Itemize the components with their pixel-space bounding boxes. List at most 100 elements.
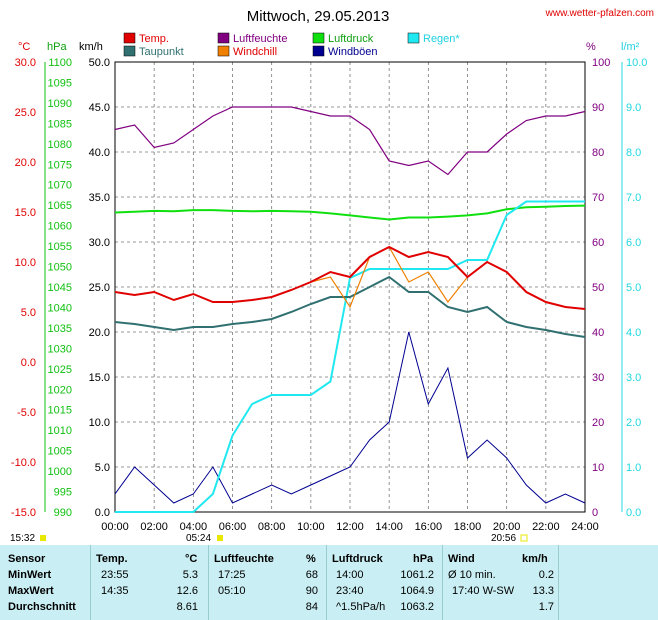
website-link[interactable]: www.wetter-pfalzen.com (545, 8, 654, 19)
tick-label-celsius: -10.0 (11, 457, 36, 469)
tick-label-celsius: 30.0 (15, 57, 36, 69)
tick-label-lm2: 4.0 (626, 327, 641, 339)
wind-value: 0.2 (538, 569, 554, 581)
legend-item-temp: Temp. (123, 32, 169, 45)
tick-label-kmh: 30.0 (89, 237, 110, 249)
header-hum: Luftfeuchte (214, 553, 274, 565)
legend-label-windchill: Windchill (233, 46, 277, 58)
table-divider (208, 545, 209, 620)
legend-item-luftfeuchte: Luftfeuchte (217, 32, 287, 45)
tick-label-kmh: 20.0 (89, 327, 110, 339)
temp-value: 8.61 (176, 601, 198, 613)
tick-label-percent: 70 (592, 192, 604, 204)
tick-label-hpa: 1035 (48, 323, 72, 335)
legend-label-taupunkt: Taupunkt (139, 46, 184, 58)
header-wind: Wind (448, 553, 475, 565)
axis-ticks: 30.0 25.0 20.0 15.0 10.0 5.0 0.0 -5.0 -10.0 -15.0… (11, 57, 648, 533)
tick-label-kmh: 25.0 (89, 282, 110, 294)
table-header-row: Sensor Temp. °C Luftfeuchte % Luftdruck … (0, 553, 658, 568)
tick-label-percent: 100 (592, 57, 610, 69)
legend-label-luftdruck: Luftdruck (328, 33, 374, 45)
tick-label-hpa: 995 (54, 487, 72, 499)
row-label: MinWert (8, 569, 52, 581)
table-divider (558, 545, 559, 620)
chart-title: Mittwoch, 29.05.2013 (247, 8, 390, 25)
tick-label-hpa: 1055 (48, 241, 72, 253)
sunset-time: 20:56 (491, 533, 516, 544)
tick-label-hpa: 1085 (48, 118, 72, 130)
tick-label-kmh: 35.0 (89, 192, 110, 204)
tick-label-percent: 60 (592, 237, 604, 249)
tick-label-celsius: 10.0 (15, 257, 36, 269)
tick-label-celsius: 0.0 (21, 357, 36, 369)
tick-label-celsius: 25.0 (15, 107, 36, 119)
tick-label-hpa: 1025 (48, 364, 72, 376)
header-sensor: Sensor (8, 553, 46, 565)
grid (115, 62, 585, 512)
tick-label-time: 16:00 (415, 521, 443, 533)
tick-label-hpa: 1000 (48, 466, 72, 478)
temp-value: 12.6 (176, 585, 198, 597)
tick-label-percent: 40 (592, 327, 604, 339)
tick-label-time: 08:00 (258, 521, 286, 533)
temp-time: 23:55 (101, 569, 129, 581)
press-time: ^1.5hPa/h (336, 601, 386, 613)
tick-label-celsius: 15.0 (15, 207, 36, 219)
unit-percent: % (586, 41, 596, 53)
stats-table: Sensor Temp. °C Luftfeuchte % Luftdruck … (0, 545, 658, 620)
tick-label-kmh: 40.0 (89, 147, 110, 159)
header-temp: Temp. (96, 553, 128, 565)
tick-label-percent: 10 (592, 462, 604, 474)
hum-value: 84 (305, 601, 318, 613)
hum-time: 17:25 (218, 569, 246, 581)
tick-label-time: 00:00 (101, 521, 129, 533)
tick-label-kmh: 5.0 (95, 462, 110, 474)
tick-label-lm2: 9.0 (626, 102, 641, 114)
legend-label-luftfeuchte: Luftfeuchte (233, 33, 287, 45)
tick-label-lm2: 3.0 (626, 372, 641, 384)
tick-label-celsius: -15.0 (11, 507, 36, 519)
row-label: Durchschnitt (8, 601, 76, 613)
weather-chart: Mittwoch, 29.05.2013 www.wetter-pfalzen.… (10, 8, 654, 544)
press-time: 14:00 (336, 569, 364, 581)
tick-label-lm2: 5.0 (626, 282, 641, 294)
tick-label-percent: 80 (592, 147, 604, 159)
tick-label-time: 18:00 (454, 521, 482, 533)
tick-label-percent: 0 (592, 507, 598, 519)
press-value: 1064.9 (400, 585, 434, 597)
series-taupunkt (114, 275, 586, 338)
legend-label-temp: Temp. (139, 33, 169, 45)
tick-label-hpa: 1100 (48, 57, 72, 69)
legend-label-regen: Regen* (423, 33, 460, 45)
table-row: MaxWert 14:35 12.6 05:10 90 23:40 1064.9… (0, 585, 658, 600)
legend-item-luftdruck: Luftdruck (312, 32, 374, 45)
tick-label-celsius: 5.0 (21, 307, 36, 319)
tick-label-time: 20:00 (493, 521, 521, 533)
table-divider (442, 545, 443, 620)
tick-label-kmh: 15.0 (89, 372, 110, 384)
press-time: 23:40 (336, 585, 364, 597)
tick-label-hpa: 1050 (48, 262, 72, 274)
tick-label-hpa: 1020 (48, 384, 72, 396)
header-temp-unit: °C (185, 553, 198, 565)
tick-label-kmh: 0.0 (95, 507, 110, 519)
tick-label-hpa: 1095 (48, 77, 72, 89)
series-luftfeuchte (114, 106, 586, 176)
sunset-icon (520, 534, 528, 542)
tick-label-time: 24:00 (571, 521, 599, 533)
hum-value: 90 (305, 585, 318, 597)
tick-label-time: 12:00 (336, 521, 364, 533)
wind-value: 13.3 (532, 585, 554, 597)
tick-label-percent: 50 (592, 282, 604, 294)
hum-time: 05:10 (218, 585, 246, 597)
press-value: 1063.2 (400, 601, 434, 613)
tick-label-hpa: 1030 (48, 343, 72, 355)
wind-time: 17:40 W-SW (452, 585, 515, 597)
tick-label-celsius: -5.0 (17, 407, 36, 419)
sunrise-icon (217, 535, 223, 541)
legend-item-taupunkt: Taupunkt (123, 45, 184, 58)
tick-label-time: 02:00 (140, 521, 168, 533)
unit-kmh: km/h (79, 41, 103, 53)
tick-label-percent: 20 (592, 417, 604, 429)
press-value: 1061.2 (400, 569, 434, 581)
